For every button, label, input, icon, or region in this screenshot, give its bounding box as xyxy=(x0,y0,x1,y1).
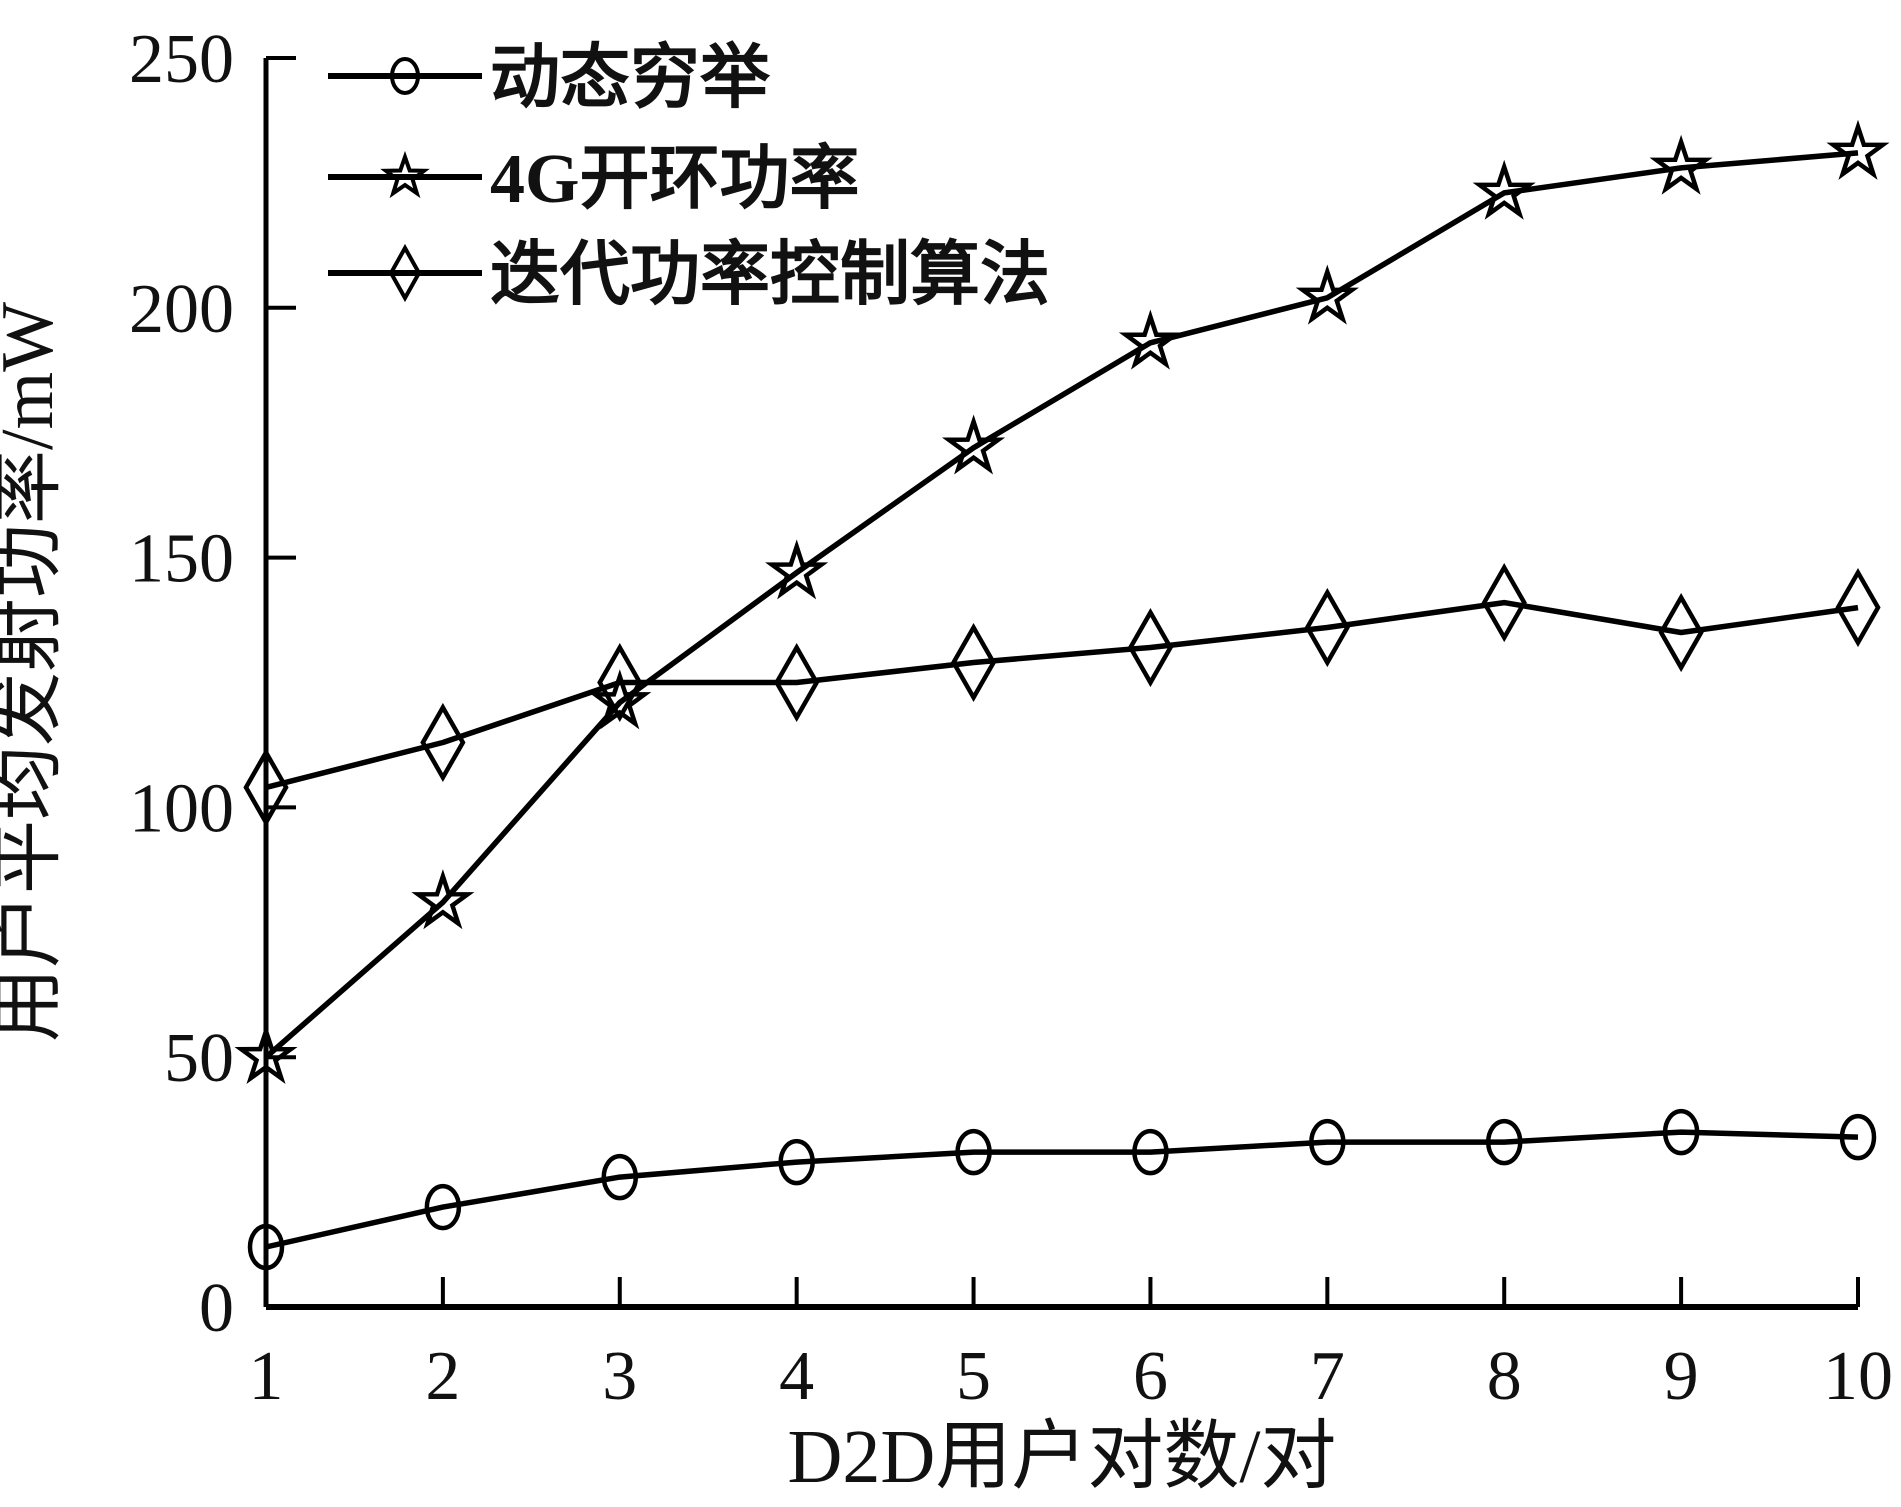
y-tick-label: 200 xyxy=(129,271,234,348)
x-tick-label: 1 xyxy=(249,1338,284,1415)
y-tick-label: 50 xyxy=(164,1020,234,1097)
marker-star-icon xyxy=(1295,264,1359,325)
x-tick-label: 8 xyxy=(1487,1338,1522,1415)
y-tick-label: 150 xyxy=(129,521,234,598)
marker-diamond-icon xyxy=(420,702,466,782)
marker-circle-icon xyxy=(1132,1128,1169,1176)
x-tick-label: 3 xyxy=(602,1338,637,1415)
marker-diamond-icon xyxy=(950,622,997,703)
x-tick-label: 6 xyxy=(1133,1338,1168,1415)
marker-star-icon xyxy=(1118,309,1183,370)
x-tick-label: 4 xyxy=(779,1338,814,1415)
x-tick-label: 2 xyxy=(425,1338,460,1415)
y-axis-title: 用户平均发射功率/mW xyxy=(0,302,69,1042)
marker-star-icon xyxy=(588,669,652,730)
series-line-2 xyxy=(265,599,1859,791)
marker-star-icon xyxy=(1826,119,1890,180)
marker-circle-icon xyxy=(1485,1118,1523,1166)
marker-circle-icon xyxy=(955,1128,992,1176)
marker-diamond-icon xyxy=(1127,607,1174,688)
legend-marker-star-icon xyxy=(380,150,430,199)
series-line-1 xyxy=(264,150,1859,1060)
marker-circle-icon xyxy=(1839,1113,1877,1161)
series-line-0 xyxy=(265,1129,1859,1250)
x-tick-label: 10 xyxy=(1823,1338,1893,1415)
marker-diamond-icon xyxy=(597,642,643,723)
y-tick-label: 0 xyxy=(199,1270,234,1347)
marker-circle-icon xyxy=(1309,1118,1346,1166)
marker-circle-icon xyxy=(424,1183,462,1231)
legend-label-0: 动态穷举 xyxy=(490,39,771,117)
marker-diamond-icon xyxy=(774,642,820,723)
x-axis-title: D2D用户对数/对 xyxy=(788,1415,1337,1499)
legend-label-2: 迭代功率控制算法 xyxy=(490,236,1050,314)
marker-diamond-icon xyxy=(1658,593,1704,673)
marker-circle-icon xyxy=(778,1138,815,1186)
marker-star-icon xyxy=(234,1024,298,1085)
marker-star-icon xyxy=(941,414,1006,475)
marker-circle-icon xyxy=(1662,1108,1700,1156)
marker-circle-icon xyxy=(247,1223,285,1271)
marker-diamond-icon xyxy=(243,747,289,827)
marker-star-icon xyxy=(1472,159,1536,220)
marker-diamond-icon xyxy=(1481,563,1527,643)
y-tick-label: 100 xyxy=(129,770,234,847)
marker-diamond-icon xyxy=(1304,588,1350,668)
marker-diamond-icon xyxy=(1835,568,1881,648)
marker-star-icon xyxy=(1649,134,1713,195)
legend-label-1: 4G开环功率 xyxy=(490,140,859,218)
marker-star-icon xyxy=(411,869,475,930)
marker-star-icon xyxy=(765,539,829,600)
legend-marker-circle-icon xyxy=(390,57,420,95)
y-tick-label: 250 xyxy=(129,21,234,98)
legend-marker-diamond-icon xyxy=(388,243,422,303)
x-tick-label: 7 xyxy=(1310,1338,1345,1415)
marker-circle-icon xyxy=(601,1153,639,1201)
x-tick-label: 9 xyxy=(1664,1338,1699,1415)
x-tick-label: 5 xyxy=(956,1338,991,1415)
